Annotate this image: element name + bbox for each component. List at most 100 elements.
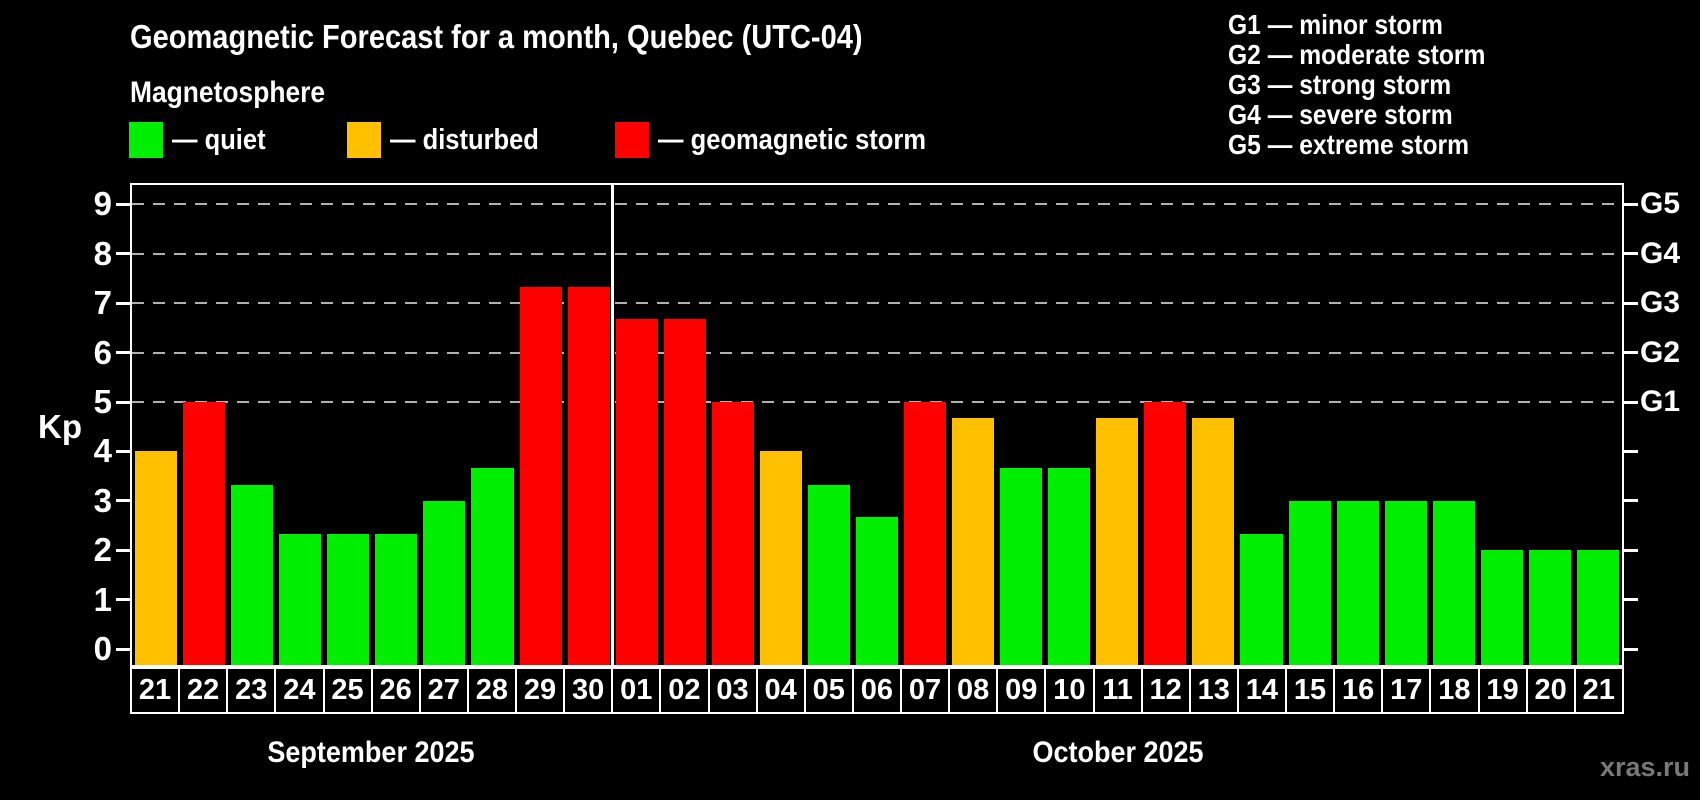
day-label-oct-12: 12 [1140,667,1191,714]
bar-sep-21 [135,451,178,665]
y-axis-tick-4 [116,449,130,453]
y-axis-tick-5 [116,400,130,404]
right-axis-tick-3 [1624,499,1638,503]
bar-sep-25 [327,534,370,665]
subtitle-magnetosphere: Magnetosphere [130,76,326,109]
legend-label-storm: — geomagnetic storm [658,124,927,156]
bar-oct-08 [952,418,995,665]
bar-oct-19 [1480,550,1523,665]
g-legend-line-g1: G1 — minor storm [1228,9,1443,40]
g-scale-label-g2: G2 [1640,335,1681,369]
g-scale-legend: G1 — minor storm G2 — moderate storm G3 … [1228,10,1485,160]
right-axis-tick-4 [1624,449,1638,453]
bar-oct-13 [1192,418,1235,665]
y-tick-label-8: 8 [93,234,112,272]
y-axis-tick-3 [116,499,130,503]
day-label-sep-23: 23 [226,667,277,714]
bar-sep-26 [375,534,418,665]
day-label-oct-02: 02 [659,667,710,714]
bar-oct-18 [1432,500,1475,665]
y-axis-tick-6 [116,351,130,355]
day-label-oct-19: 19 [1477,667,1528,714]
y-axis-tick-7 [116,301,130,305]
day-label-sep-28: 28 [466,667,517,714]
bar-sep-28 [471,467,514,665]
y-tick-label-0: 0 [93,630,112,668]
y-tick-label-7: 7 [93,284,112,322]
g-scale-label-g5: G5 [1640,187,1681,221]
right-axis-tick-7 [1624,301,1638,305]
g-scale-label-g3: G3 [1640,286,1681,320]
day-label-oct-21: 21 [1573,667,1624,714]
gridline-kp5 [132,401,1622,403]
month-label-september: September 2025 [267,736,475,769]
gridline-kp8 [132,252,1622,255]
bar-oct-02 [663,319,706,665]
y-tick-label-4: 4 [93,432,112,470]
bar-oct-17 [1384,500,1427,665]
g-scale-label-g1: G1 [1640,385,1681,418]
day-label-sep-29: 29 [515,667,566,714]
day-label-oct-06: 06 [851,667,902,714]
day-label-sep-21: 21 [130,667,181,714]
day-label-oct-15: 15 [1285,667,1336,714]
bar-oct-10 [1048,467,1091,665]
day-label-oct-09: 09 [996,667,1047,714]
bar-oct-15 [1288,500,1331,665]
day-label-oct-11: 11 [1092,667,1143,714]
bar-oct-01 [615,319,658,665]
y-axis-tick-1 [116,598,130,602]
bar-oct-07 [904,402,947,665]
day-label-sep-26: 26 [370,667,421,714]
bar-oct-06 [855,517,899,665]
day-label-oct-07: 07 [900,667,951,714]
y-axis-title: Kp [38,408,82,445]
y-axis-tick-9 [116,202,130,206]
gridline-kp7 [132,302,1622,305]
watermark: xras.ru [1599,752,1690,782]
y-tick-label-9: 9 [93,185,112,223]
bar-oct-20 [1528,550,1571,665]
day-label-oct-01: 01 [611,667,662,714]
day-label-oct-17: 17 [1381,667,1432,714]
day-label-oct-18: 18 [1429,667,1480,714]
bar-sep-23 [231,484,274,665]
right-axis-tick-6 [1624,351,1638,355]
y-tick-label-3: 3 [93,481,112,519]
day-label-oct-10: 10 [1044,667,1095,714]
day-label-oct-04: 04 [755,667,806,714]
gridline-kp6 [132,351,1622,354]
y-tick-label-5: 5 [93,383,112,420]
day-label-oct-16: 16 [1333,667,1384,714]
legend-label-quiet: — quiet [172,124,266,156]
g-legend-line-g5: G5 — extreme storm [1228,129,1470,160]
bar-oct-05 [807,484,850,665]
x-axis-day-row: 21 22 23 24 25 26 27 28 29 30 01 02 03 04 05 06 07 08 09 10… [130,667,1624,714]
bar-sep-29 [519,286,562,665]
right-axis-tick-9 [1624,202,1638,206]
y-tick-label-6: 6 [93,333,112,371]
y-tick-label-2: 2 [93,531,112,569]
day-label-sep-25: 25 [322,667,373,714]
g-legend-line-g4: G4 — severe storm [1228,99,1453,130]
day-label-oct-20: 20 [1525,667,1576,714]
g-legend-line-g3: G3 — strong storm [1228,69,1452,100]
plot-area: 0 1 2 3 4 5 6 7 8 9 G1 G2 G3 G4 G5 [94,183,1680,667]
day-label-oct-05: 05 [803,667,854,714]
bar-oct-16 [1336,500,1379,665]
bar-sep-24 [279,534,322,665]
bar-sep-30 [567,286,610,665]
bar-oct-12 [1144,402,1187,665]
page-title: Geomagnetic Forecast for a month, Quebec… [130,18,863,55]
bar-oct-21 [1576,550,1619,665]
legend-swatch-quiet [129,122,163,158]
right-axis-tick-2 [1624,548,1638,552]
right-axis-tick-1 [1624,598,1638,602]
y-axis-tick-0 [116,647,130,651]
day-label-oct-03: 03 [707,667,758,714]
month-label-october: October 2025 [1032,736,1204,769]
day-label-sep-22: 22 [178,667,229,714]
gridline-kp9 [132,203,1622,206]
bar-sep-27 [423,500,466,665]
